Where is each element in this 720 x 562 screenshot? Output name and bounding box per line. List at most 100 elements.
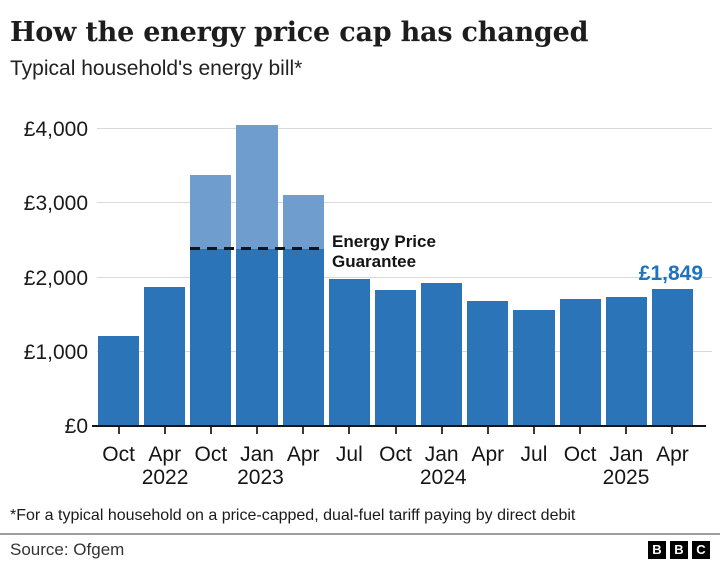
gridline-3000 (97, 202, 712, 204)
x-axis-line (92, 425, 706, 427)
y-axis-label: £3,000 (23, 192, 88, 216)
year-label (376, 466, 415, 489)
year-label: 2025 (602, 466, 650, 489)
source-credit: Source: Ofgem (10, 539, 125, 559)
bar-oct-2022 (190, 175, 232, 426)
year-label (515, 466, 554, 489)
tick-mark (394, 426, 397, 434)
gridline-4000 (97, 128, 712, 129)
month-label: Jul (520, 443, 548, 466)
bbc-logo-letter: B (648, 540, 666, 559)
tick-mark (117, 426, 120, 434)
bar-oct-2024 (559, 298, 601, 426)
year-label: 2024 (419, 466, 467, 489)
last-value-label: £1,849 (638, 261, 703, 285)
y-axis-label: £2,000 (23, 266, 88, 290)
month-label: Oct (102, 443, 135, 466)
bar-segment-below-guarantee (236, 249, 278, 426)
year-label: 2022 (141, 466, 189, 489)
month-label: Apr (148, 443, 182, 466)
tick-mark (486, 426, 489, 434)
bar-segment-above-guarantee (190, 175, 232, 250)
bar-oct-2023 (374, 289, 417, 426)
x-tick (283, 426, 324, 434)
x-axis-month-labels: Oct Apr Oct Jan Apr Jul Oct Jan Apr Jul Oct Jan Apr (98, 443, 693, 466)
year-label (559, 466, 598, 489)
tick-mark (532, 426, 535, 434)
energy-price-guarantee-label: Energy Price Guarantee (332, 232, 436, 272)
x-tick (606, 426, 647, 434)
year-label (333, 466, 372, 489)
footnote: *For a typical household on a price-capp… (10, 507, 576, 524)
x-axis-year-labels: 2022 2023 2024 2025 (98, 466, 693, 489)
bbc-logo-letter: B (670, 540, 688, 559)
month-label: Jan (424, 443, 459, 466)
year-label (472, 466, 511, 489)
x-tick (375, 426, 416, 434)
x-tick (144, 426, 185, 434)
x-tick (560, 426, 601, 434)
gridline-2000 (97, 276, 712, 278)
bar-apr-2022 (144, 286, 186, 426)
year-label (654, 466, 693, 489)
month-label: Apr (656, 443, 689, 466)
tick-mark (671, 426, 674, 434)
bar-jul-2024 (513, 309, 555, 426)
plot-area: Energy Price Guarantee £1,849 £0 £1,000 £2… (24, 100, 712, 437)
bar-chart: Energy Price Guarantee £1,849 £0 £1,000 £2… (0, 100, 720, 489)
y-axis-label: £1,000 (23, 340, 88, 364)
month-label: Jan (609, 443, 644, 466)
x-tick (467, 426, 508, 434)
month-label: Jul (335, 443, 363, 466)
y-axis-label: £4,000 (23, 118, 88, 141)
tick-mark (256, 426, 259, 434)
bbc-logo-letter: C (692, 540, 710, 559)
tick-mark (302, 426, 305, 434)
year-label (193, 466, 232, 489)
month-label: Oct (563, 443, 597, 466)
y-axis-label: £0 (64, 415, 88, 438)
bar-segment-below-guarantee (282, 249, 324, 426)
month-label: Oct (194, 443, 228, 466)
bar-segment-below-guarantee (190, 249, 232, 426)
tick-mark (348, 426, 351, 434)
bars-row (98, 124, 694, 426)
bar-segment-above-guarantee (282, 194, 324, 250)
tick-mark (625, 426, 628, 434)
chart-subtitle: Typical household's energy bill* (10, 57, 303, 80)
chart-title: How the energy price cap has changed (10, 17, 589, 48)
x-tick (513, 426, 554, 434)
bar-segment-above-guarantee (236, 124, 278, 250)
tick-mark (209, 426, 212, 434)
bar-jan-2025 (605, 296, 647, 426)
x-tick (98, 426, 139, 434)
x-tick (329, 426, 370, 434)
x-axis-ticks (98, 426, 693, 434)
footer: Source: Ofgem B B C (10, 539, 710, 560)
bbc-logo: B B C (648, 540, 710, 559)
energy-price-guarantee-line (190, 247, 326, 251)
tick-mark (163, 426, 166, 434)
x-tick (190, 426, 231, 434)
month-label: Oct (379, 443, 412, 466)
bar-apr-2024 (467, 300, 509, 426)
year-label (289, 466, 328, 489)
bar-apr-2023 (282, 194, 324, 426)
month-label: Apr (471, 443, 505, 466)
year-label: 2023 (237, 466, 284, 489)
x-tick (652, 426, 693, 434)
x-tick (236, 426, 277, 434)
bar-jan-2024 (421, 282, 463, 426)
tick-mark (579, 426, 582, 434)
bar-jan-2023 (236, 124, 278, 426)
footer-divider (0, 533, 720, 535)
year-label (98, 466, 137, 489)
bar-oct-2021 (98, 335, 140, 426)
month-label: Jan (240, 443, 274, 466)
x-tick (421, 426, 462, 434)
tick-mark (440, 426, 443, 434)
month-label: Apr (286, 443, 320, 466)
bar-jul-2023 (328, 279, 370, 426)
bar-apr-2025 (651, 288, 694, 426)
